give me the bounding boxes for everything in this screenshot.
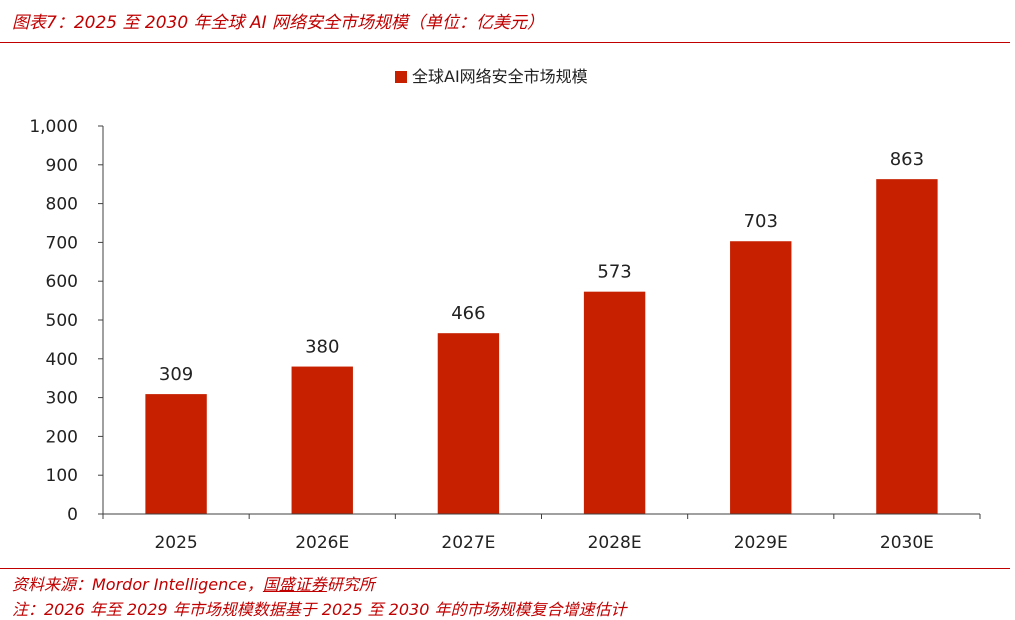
bottom-divider — [0, 568, 1010, 569]
data-label: 466 — [451, 303, 485, 324]
y-tick-label: 100 — [46, 466, 78, 486]
x-tick-label: 2027E — [441, 533, 495, 553]
bar-2026e — [291, 366, 353, 514]
source-line: 资料来源：Mordor Intelligence，国盛证券研究所 — [12, 571, 375, 595]
y-axis: 0 100 200 300 400 500 600 700 800 900 1,000 — [29, 117, 104, 525]
y-tick-label: 0 — [67, 505, 78, 525]
data-label: 573 — [597, 262, 631, 283]
data-label: 863 — [890, 149, 924, 170]
bar-chart: 全球AI网络安全市场规模 0 100 200 300 400 500 600 700 800 90… — [29, 67, 981, 553]
y-tick-label: 600 — [46, 272, 78, 292]
source-suffix: 研究所 — [326, 575, 375, 594]
legend-swatch — [395, 71, 407, 83]
bar-2029e — [730, 241, 792, 514]
x-tick-label: 2026E — [295, 533, 349, 553]
x-tick-label: 2030E — [880, 533, 934, 553]
source-link[interactable]: 国盛证券 — [262, 575, 327, 594]
x-tick-label: 2025 — [154, 533, 197, 553]
bar-2027e — [437, 333, 500, 514]
bars: 309 380 466 573 703 863 — [145, 149, 938, 514]
bar-2028e — [583, 291, 646, 514]
bar-2030e — [876, 179, 938, 514]
data-label: 703 — [744, 211, 778, 232]
bar-2025 — [145, 394, 207, 514]
data-label: 380 — [305, 337, 339, 358]
y-tick-label: 700 — [46, 233, 78, 253]
x-axis: 2025 2026E 2027E 2028E 2029E 2030E — [102, 513, 981, 553]
chart-legend: 全球AI网络安全市场规模 — [395, 67, 588, 86]
data-label: 309 — [159, 364, 193, 385]
y-tick-label: 300 — [46, 389, 78, 409]
x-tick-label: 2028E — [588, 533, 642, 553]
legend-label: 全球AI网络安全市场规模 — [412, 67, 588, 86]
x-tick-label: 2029E — [734, 533, 788, 553]
figure-title: 图表7：2025 至 2030 年全球 AI 网络安全市场规模（单位：亿美元） — [12, 13, 545, 33]
y-tick-label: 1,000 — [29, 117, 78, 137]
top-divider — [0, 42, 1010, 43]
source-prefix: 资料来源：Mordor Intelligence， — [12, 575, 263, 594]
y-tick-label: 800 — [46, 195, 78, 215]
chart-note: 注：2026 年至 2029 年市场规模数据基于 2025 至 2030 年的市… — [12, 600, 627, 619]
y-tick-label: 400 — [46, 350, 78, 370]
y-tick-label: 200 — [46, 427, 78, 447]
y-tick-label: 500 — [46, 311, 78, 331]
y-tick-label: 900 — [46, 156, 78, 176]
